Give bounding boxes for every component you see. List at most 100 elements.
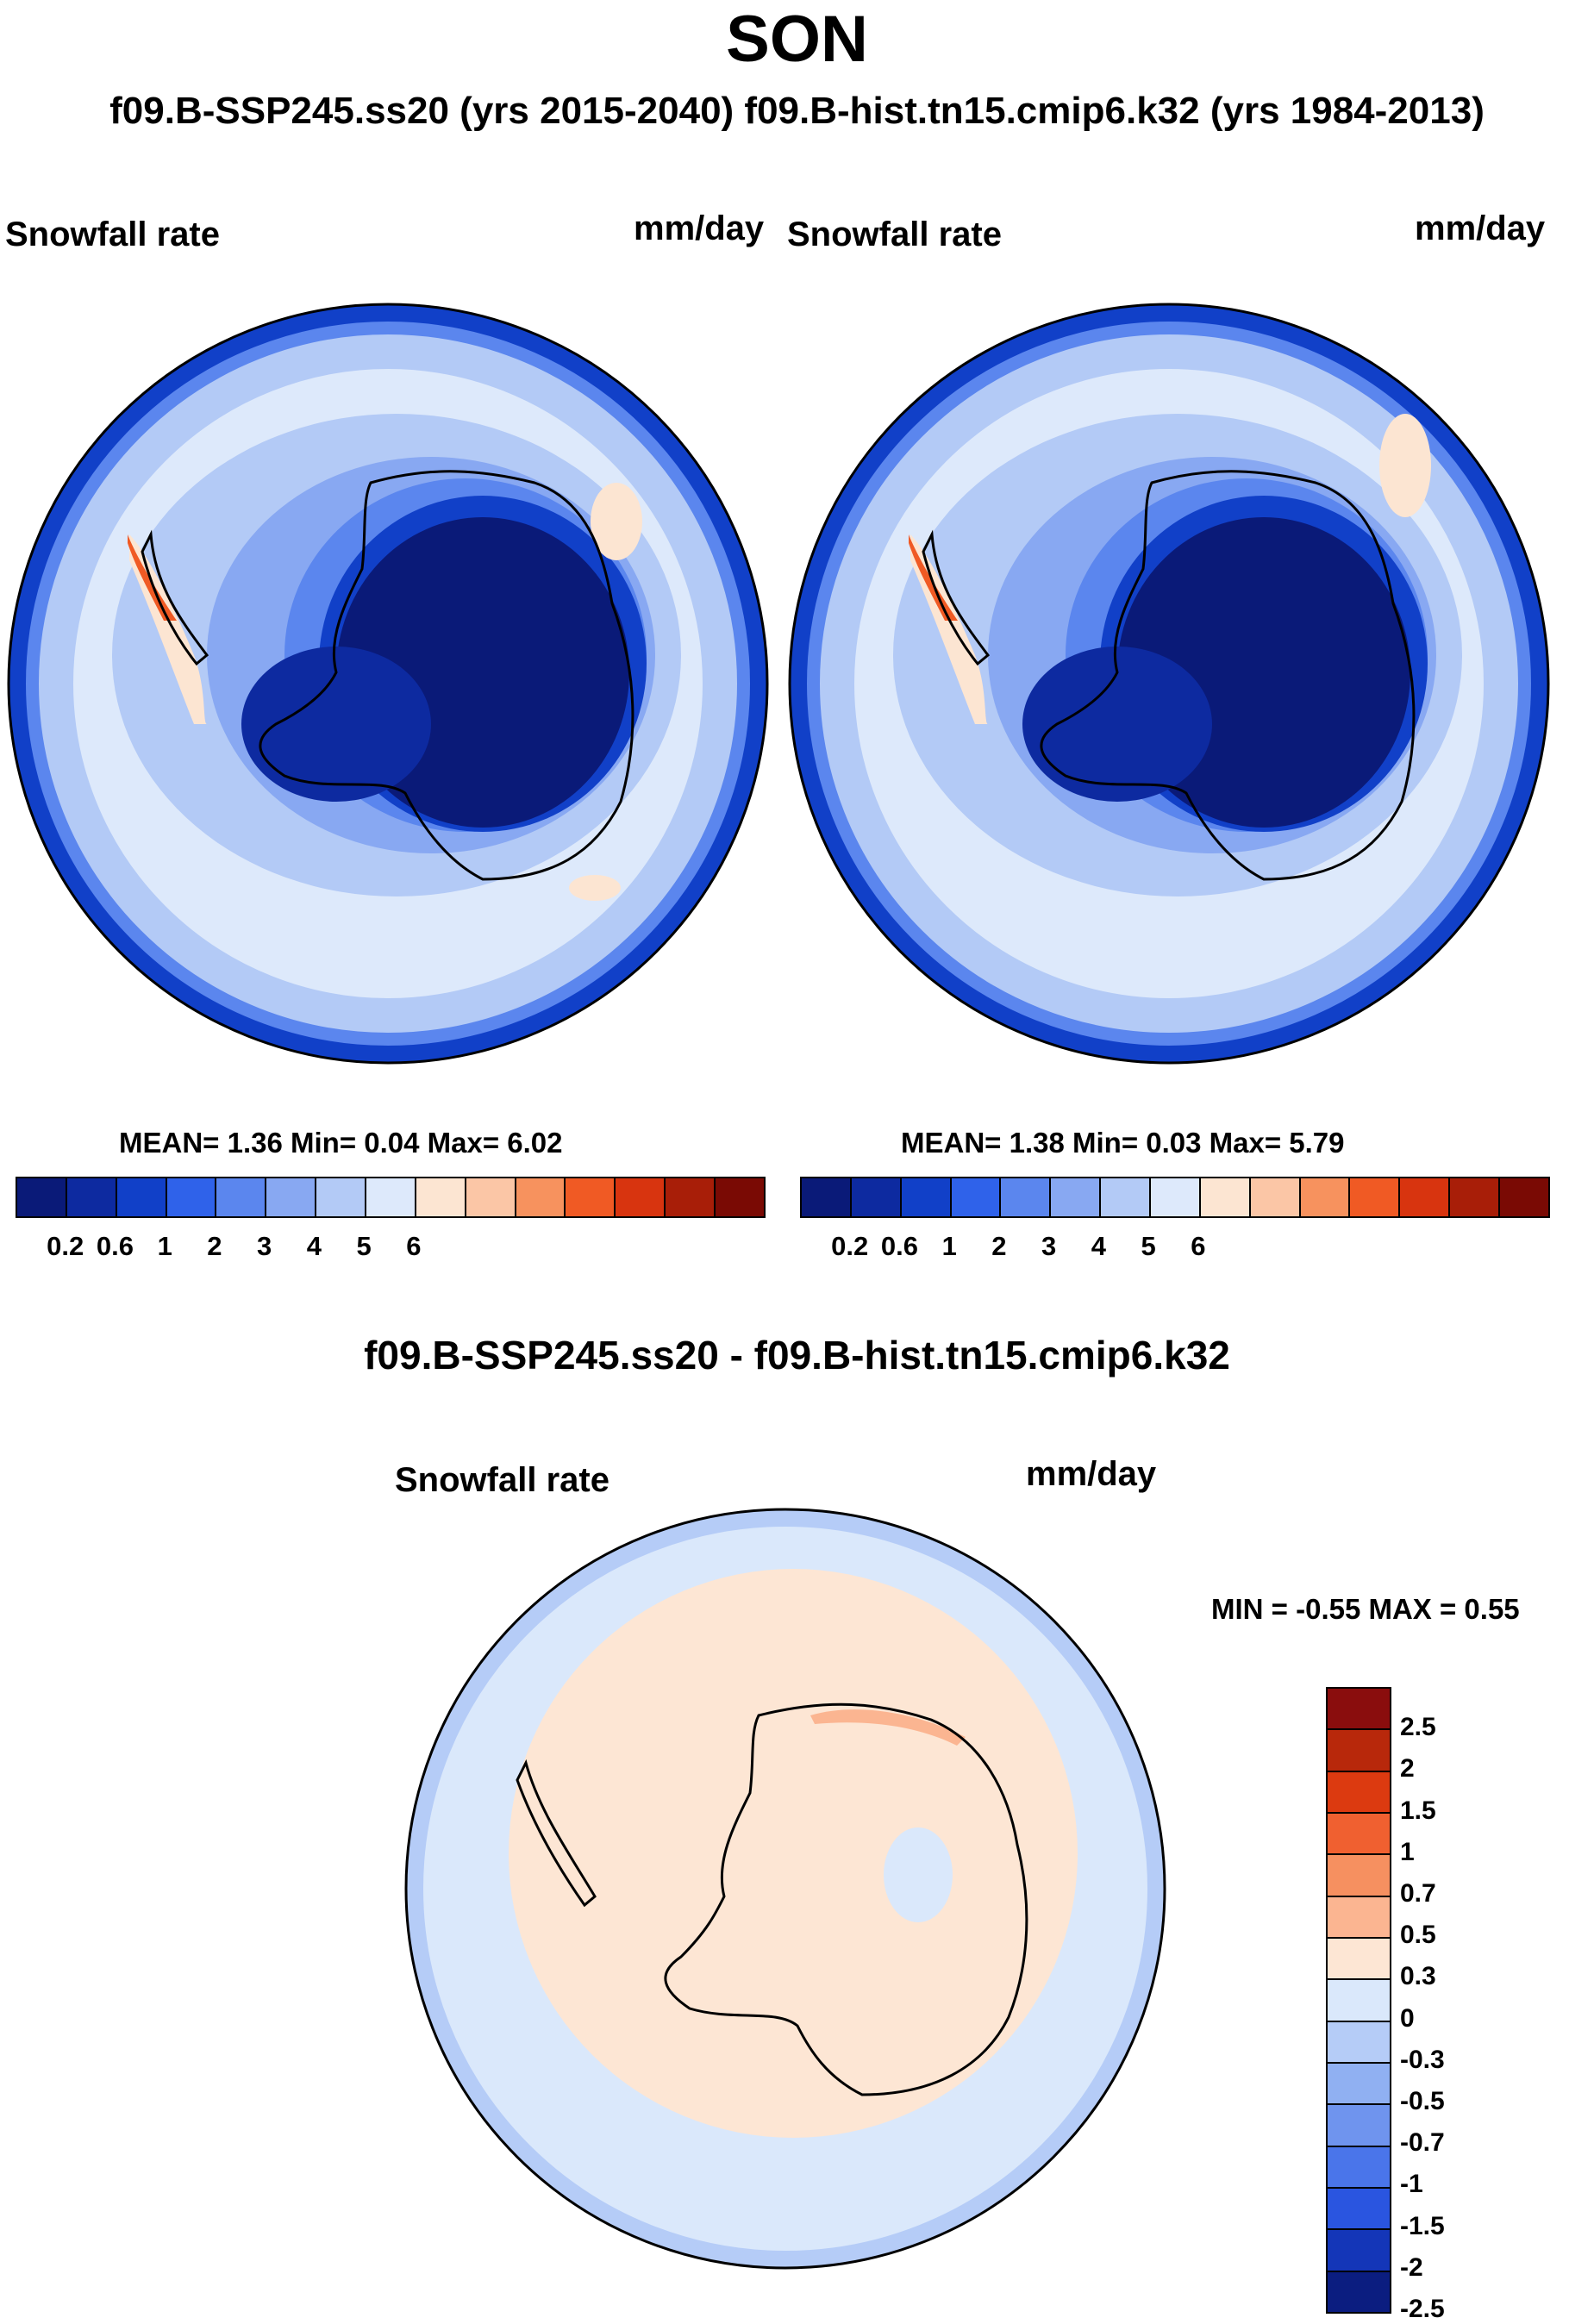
panel1-stats: MEAN= 1.36 Min= 0.04 Max= 6.02 [119, 1127, 563, 1159]
colorbar-swatch [1328, 1730, 1390, 1772]
colorbar-tick-label: 1 [1400, 1837, 1415, 1866]
map1-contours [9, 304, 767, 1063]
colorbar-swatch [216, 1178, 267, 1216]
map1-boundary [7, 303, 769, 1065]
colorbar-swatch [1328, 1980, 1390, 2022]
colorbar-swatch [1001, 1178, 1052, 1216]
colorbar-swatch [1328, 2271, 1390, 2312]
colorbar-tick-label: 1 [157, 1231, 172, 1261]
map2-boundary [788, 303, 1550, 1065]
colorbar-swatch [1051, 1178, 1102, 1216]
colorbar-swatch [1300, 1178, 1351, 1216]
colorbar-tick-label: 3 [257, 1231, 272, 1261]
colorbar-swatch [1328, 1938, 1390, 1981]
colorbar-tick-label: -1 [1400, 2170, 1423, 2199]
colorbar-tick-label: -2 [1400, 2252, 1423, 2282]
colorbar-tick-label: 5 [1141, 1231, 1156, 1261]
colorbar-tick-label: 0.2 [47, 1231, 84, 1261]
colorbar-tick-label: -2.5 [1400, 2295, 1445, 2323]
diff-title: f09.B-SSP245.ss20 - f09.B-hist.tn15.cmip… [364, 1333, 1230, 1378]
map2-contours [790, 304, 1548, 1063]
colorbar-swatch [1250, 1178, 1301, 1216]
colorbar-swatch [316, 1178, 367, 1216]
colorbar-tick-label: 6 [1191, 1231, 1206, 1261]
colorbar-tick-label: 2 [1400, 1754, 1415, 1784]
colorbar-swatch [901, 1178, 952, 1216]
colorbar-swatch [1328, 1771, 1390, 1814]
colorbar-tick-label: 0.6 [96, 1231, 134, 1261]
colorbar-swatch [716, 1178, 764, 1216]
colorbar-swatch [616, 1178, 666, 1216]
colorbar-tick-label: 0.6 [880, 1231, 918, 1261]
diff-units-label: mm/day [1026, 1455, 1157, 1493]
colorbar-swatch [1328, 2230, 1390, 2272]
colorbar-tick-label: -0.5 [1400, 2087, 1445, 2115]
colorbar-swatch [1328, 2146, 1390, 2189]
panel1-units-label: mm/day [634, 209, 765, 247]
colorbar-tick-label: 4 [306, 1231, 322, 1261]
panel2-units-label: mm/day [1415, 209, 1546, 247]
page-title: SON [726, 3, 868, 76]
map3-contours [406, 1509, 1165, 2268]
colorbar-swatch [1328, 1855, 1390, 1897]
colorbar-tick-label: 2 [991, 1231, 1007, 1261]
colorbar-tick-label: 0.2 [831, 1231, 869, 1261]
colorbar-tick-label: -0.7 [1400, 2128, 1445, 2158]
colorbar-panel2-ticks: 0.2 0.6 1 2 3 4 5 6 [800, 1231, 1547, 1265]
colorbar-swatch [1328, 2021, 1390, 2064]
colorbar-swatch [17, 1178, 67, 1216]
colorbar-swatch [1328, 2063, 1390, 2106]
colorbar-swatch [1328, 1689, 1390, 1731]
colorbar-swatch [951, 1178, 1002, 1216]
colorbar-swatch [466, 1178, 516, 1216]
diff-stats: MIN = -0.55 MAX = 0.55 [1211, 1593, 1520, 1625]
colorbar-swatch [1101, 1178, 1152, 1216]
colorbar-swatch [802, 1178, 852, 1216]
colorbar-tick-label: -0.3 [1400, 2045, 1445, 2074]
panel2-variable-label: Snowfall rate [787, 216, 1002, 253]
colorbar-swatch [1200, 1178, 1251, 1216]
colorbar-swatch [516, 1178, 566, 1216]
colorbar-diff [1326, 1687, 1391, 2314]
colorbar-swatch [566, 1178, 616, 1216]
colorbar-tick-label: 4 [1091, 1231, 1107, 1261]
colorbar-swatch [1328, 1813, 1390, 1856]
panel2-stats: MEAN= 1.38 Min= 0.03 Max= 5.79 [901, 1127, 1345, 1159]
colorbar-swatch [416, 1178, 466, 1216]
colorbar-swatch [266, 1178, 317, 1216]
colorbar-swatch [851, 1178, 902, 1216]
colorbar-tick-label: 6 [406, 1231, 422, 1261]
colorbar-swatch [1400, 1178, 1451, 1216]
colorbar-panel2 [800, 1177, 1550, 1218]
colorbar-panel1-ticks: 0.2 0.6 1 2 3 4 5 6 [16, 1231, 762, 1265]
colorbar-swatch [166, 1178, 217, 1216]
colorbar-swatch [666, 1178, 716, 1216]
colorbar-swatch [116, 1178, 167, 1216]
colorbar-tick-label: 2 [207, 1231, 222, 1261]
page-subtitle: f09.B-SSP245.ss20 (yrs 2015-2040) f09.B-… [109, 90, 1485, 132]
colorbar-panel1 [16, 1177, 766, 1218]
colorbar-swatch [1328, 1896, 1390, 1939]
colorbar-tick-label: 0.5 [1400, 1921, 1436, 1950]
colorbar-swatch [1328, 2105, 1390, 2147]
colorbar-swatch [366, 1178, 416, 1216]
colorbar-tick-label: 0 [1400, 2003, 1415, 2033]
colorbar-tick-label: 0.3 [1400, 1962, 1436, 1991]
colorbar-swatch [66, 1178, 117, 1216]
colorbar-diff-ticks: 2.5 2 1.5 1 0.7 0.5 0.3 0 -0.3 -0.5 -0.7 -1 -1.5 -2 -2… [1400, 1687, 1503, 2323]
colorbar-swatch [1450, 1178, 1501, 1216]
colorbar-swatch [1350, 1178, 1401, 1216]
map3-boundary [404, 1508, 1166, 2270]
colorbar-tick-label: 3 [1041, 1231, 1057, 1261]
colorbar-tick-label: 5 [356, 1231, 372, 1261]
colorbar-tick-label: -1.5 [1400, 2211, 1445, 2240]
colorbar-swatch [1328, 2188, 1390, 2231]
colorbar-tick-label: 1.5 [1400, 1796, 1436, 1825]
colorbar-tick-label: 0.7 [1400, 1879, 1436, 1908]
diff-variable-label: Snowfall rate [395, 1461, 609, 1499]
colorbar-tick-label: 1 [941, 1231, 957, 1261]
colorbar-swatch [1500, 1178, 1548, 1216]
colorbar-swatch [1151, 1178, 1201, 1216]
colorbar-tick-label: 2.5 [1400, 1713, 1436, 1742]
